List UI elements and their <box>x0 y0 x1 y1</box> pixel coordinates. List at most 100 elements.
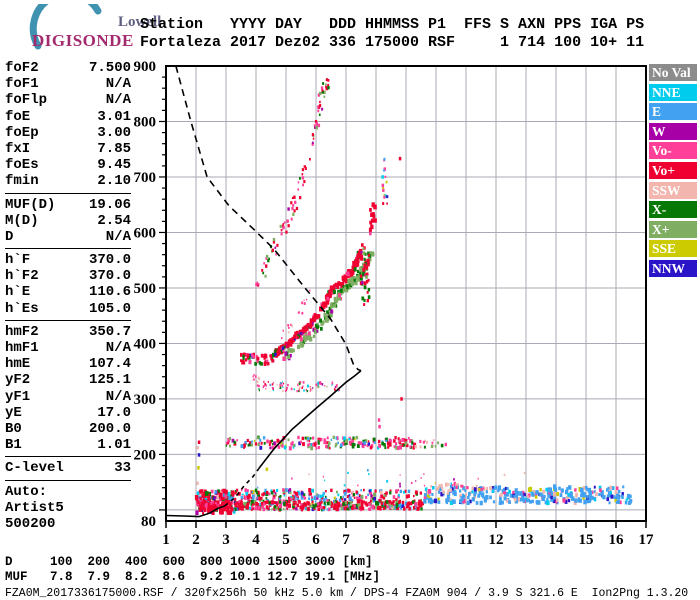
param-row: yE 17.0 <box>5 405 131 421</box>
param-value: 9.45 <box>97 157 131 174</box>
param-row: foFlp N/A <box>5 92 131 108</box>
legend-label: NNW <box>652 260 685 276</box>
param-row: h`F2 370.0 <box>5 268 131 284</box>
panel-divider <box>5 245 131 252</box>
param-value: 7.500 <box>88 60 131 76</box>
param-label: foF1 <box>5 76 39 93</box>
trace-multiple-tail <box>414 439 447 449</box>
legend-item: SSW <box>649 181 697 199</box>
legend-item: W <box>649 122 697 140</box>
profile-solid-line <box>258 369 362 469</box>
param-row: foF1 N/A <box>5 76 131 92</box>
param-label: h`F2 <box>5 268 39 285</box>
trace-cusp-column <box>359 243 371 306</box>
trace-spread-blob <box>368 202 377 236</box>
param-label: fmin <box>5 173 39 190</box>
param-label: foEp <box>5 124 39 141</box>
x-tick-label: 1 <box>162 532 170 548</box>
x-tick-label: 16 <box>609 532 625 548</box>
x-axis-ticks <box>165 521 647 528</box>
param-value: N/A <box>105 92 131 109</box>
x-tick-label: 3 <box>222 532 230 548</box>
param-value: 1.01 <box>97 437 131 454</box>
param-label: Artist5 <box>5 499 64 516</box>
y-tick-label: 800 <box>134 114 157 130</box>
x-tick-label: 11 <box>459 532 473 548</box>
panel-divider <box>5 190 131 197</box>
param-value: 105.0 <box>88 300 131 317</box>
param-value: 2.10 <box>97 173 131 190</box>
y-tick-label: 400 <box>134 336 157 352</box>
trace-es-right-top-salmon <box>430 481 488 492</box>
param-row: hmE 107.4 <box>5 356 131 372</box>
param-row: MUF(D) 19.06 <box>5 197 131 213</box>
param-label: foF2 <box>5 60 39 76</box>
param-row: yF1 N/A <box>5 389 131 405</box>
param-value: 370.0 <box>88 252 131 269</box>
param-row: foEp 3.00 <box>5 125 131 141</box>
param-label: hmE <box>5 356 31 373</box>
param-label: yF1 <box>5 388 31 405</box>
x-tick-label: 6 <box>312 532 320 548</box>
param-row: Artist5 <box>5 500 131 516</box>
trace-row-320 <box>256 380 340 393</box>
param-row: h`E 110.6 <box>5 284 131 300</box>
legend-label: SSE <box>652 241 677 257</box>
trace-ftrace-flat <box>240 352 275 366</box>
logo-lowell-text: Lowell <box>118 14 162 30</box>
trace-mid-diagonal <box>281 289 311 340</box>
profile-solid-line <box>165 505 225 518</box>
param-row: foF2 7.500 <box>5 60 131 76</box>
param-label: M(D) <box>5 212 39 229</box>
param-value: N/A <box>105 228 131 245</box>
echo-direction-legend: No Val NNE E W Vo- Vo+ SSW X- X+ SSE NNW <box>649 64 697 280</box>
lowell-digisonde-logo: Lowell DIGISONDE <box>6 4 206 56</box>
legend-label: No Val <box>652 65 691 80</box>
param-row: fxI 7.85 <box>5 141 131 157</box>
param-label: Auto: <box>5 483 48 500</box>
param-label: yE <box>5 404 22 421</box>
param-row: D N/A <box>5 229 131 245</box>
legend-item: X- <box>649 201 697 219</box>
param-value: N/A <box>105 388 131 405</box>
param-label: foEs <box>5 157 39 174</box>
legend-label: Vo- <box>652 143 672 159</box>
param-label: D <box>5 228 14 245</box>
param-row: h`Es 105.0 <box>5 301 131 317</box>
param-row: 500200 <box>5 516 131 532</box>
legend-label: W <box>652 123 666 139</box>
legend-item: X+ <box>649 220 697 238</box>
param-row: hmF1 N/A <box>5 340 131 356</box>
param-label: B1 <box>5 437 22 454</box>
param-row: Auto: <box>5 484 131 500</box>
param-row: hmF2 350.7 <box>5 324 131 340</box>
param-label: h`F <box>5 252 31 269</box>
param-value: 3.00 <box>97 124 131 141</box>
legend-label: E <box>652 104 662 120</box>
param-label: foFlp <box>5 92 48 109</box>
x-tick-label: 8 <box>372 532 380 548</box>
param-value: 110.6 <box>88 284 131 301</box>
param-label: fxI <box>5 140 31 157</box>
param-row: fmin 2.10 <box>5 173 131 189</box>
panel-divider <box>5 477 131 484</box>
param-value: N/A <box>105 76 131 93</box>
param-label: B0 <box>5 420 22 437</box>
legend-label: X- <box>652 202 667 218</box>
trace-es-upper-specks <box>257 469 526 489</box>
y-tick-label: 900 <box>134 59 157 75</box>
panel-divider <box>5 453 131 460</box>
legend-item: NNW <box>649 259 697 277</box>
legend-item: SSE <box>649 240 697 258</box>
trace-es-tail <box>624 493 633 505</box>
legend-item: NNE <box>649 83 697 101</box>
logo-swoosh-icon <box>29 4 102 50</box>
param-label: MUF(D) <box>5 196 56 213</box>
header-line2: Fortaleza 2017 Dez02 336 175000 RSF 1 71… <box>140 34 645 51</box>
param-label: h`Es <box>5 300 39 317</box>
param-value: 19.06 <box>88 196 131 213</box>
param-value: 200.0 <box>88 420 131 437</box>
trace-es-mid-bottom <box>234 499 423 512</box>
param-row: foE 3.01 <box>5 109 131 125</box>
